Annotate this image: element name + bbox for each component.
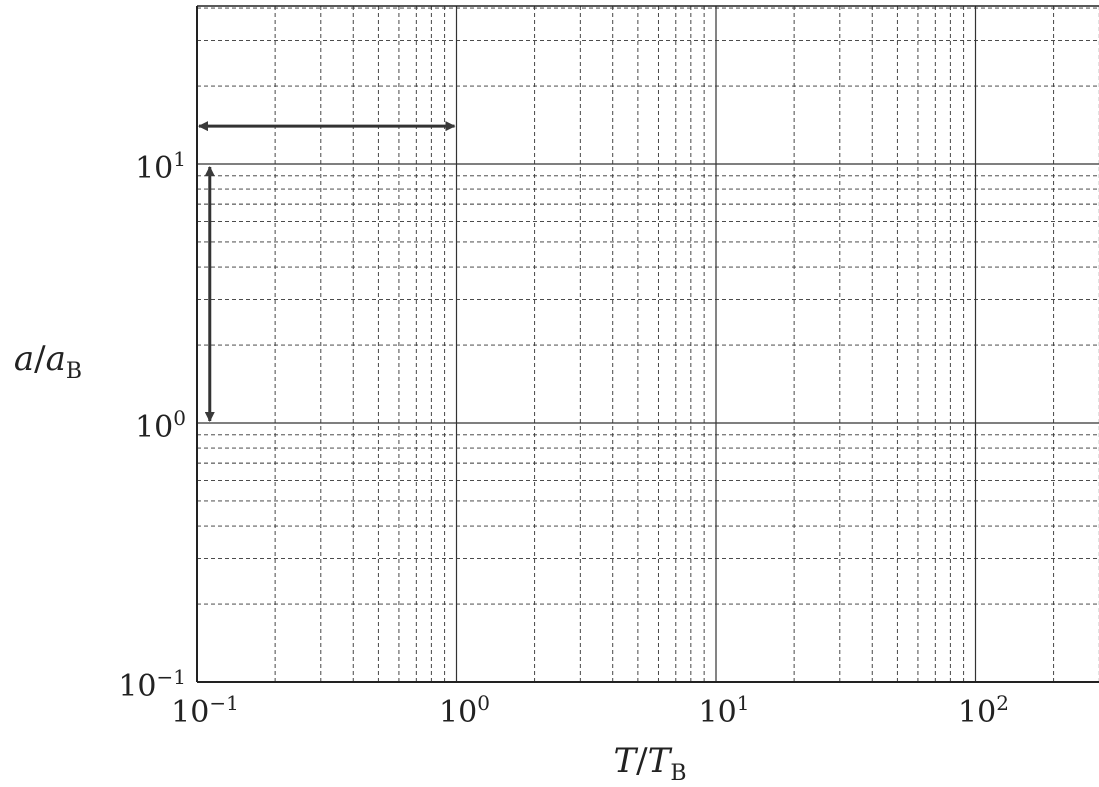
y-axis-label: a/aB — [14, 339, 82, 384]
axis-labels: T/TBa/aB — [14, 339, 687, 786]
tick-base: 10 — [439, 695, 477, 730]
annotations — [198, 121, 456, 422]
x-tick-label: 100 — [439, 691, 490, 730]
x-tick-label: 101 — [699, 691, 750, 730]
tick-base: 10 — [958, 695, 996, 730]
tick-base: 10 — [135, 151, 173, 186]
tick-base: 10 — [118, 669, 156, 704]
axis-label-part: T — [613, 741, 638, 781]
tick-base: 10 — [699, 695, 737, 730]
axis-label-part: B — [670, 761, 686, 786]
y-tick-label: 101 — [135, 147, 186, 186]
tick-exponent: 2 — [996, 691, 1009, 715]
axis-label-part: a — [46, 339, 66, 379]
x-tick-label: 102 — [958, 691, 1009, 730]
tick-exponent: 1 — [737, 691, 750, 715]
axis-label-part: a — [14, 339, 34, 379]
axis-label-part: / — [636, 741, 648, 781]
y-tick-label: 10−1 — [118, 665, 186, 704]
tick-exponent: 1 — [173, 147, 186, 171]
axes — [196, 5, 1099, 683]
axis-label-part: T — [648, 741, 673, 781]
minor-grid — [197, 6, 1099, 682]
tick-exponent: 0 — [477, 691, 490, 715]
major-grid — [197, 6, 1099, 682]
tick-exponent: 0 — [173, 406, 186, 430]
x-axis-label: T/TB — [613, 741, 686, 786]
tick-exponent: −1 — [209, 691, 238, 715]
y-tick-label: 100 — [135, 406, 186, 445]
tick-base: 10 — [135, 410, 173, 445]
x-tick-label: 10−1 — [171, 691, 239, 730]
axis-label-part: B — [66, 359, 82, 384]
tick-base: 10 — [171, 695, 209, 730]
tick-exponent: −1 — [157, 665, 186, 689]
axis-label-part: / — [34, 339, 46, 379]
x-tick-labels: 10−1 100 101 102 — [171, 691, 1009, 730]
